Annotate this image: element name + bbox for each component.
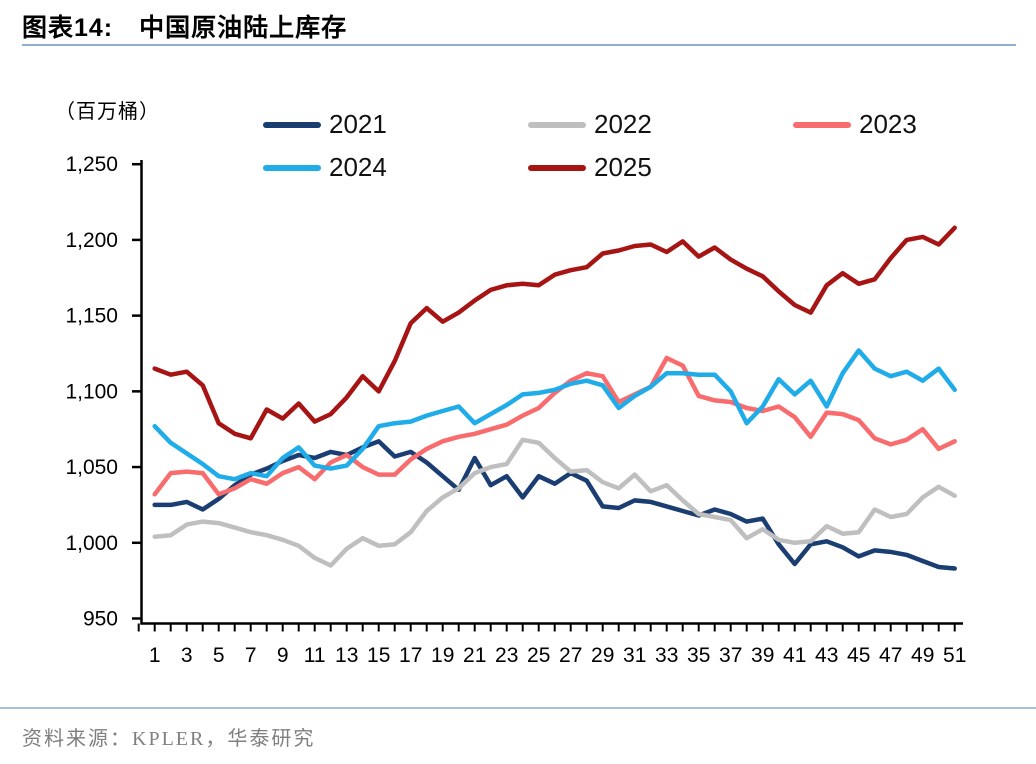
series-line-2024: [152, 348, 957, 482]
x-axis-tick-label: 3: [181, 644, 193, 667]
x-axis-tick-label: 15: [367, 644, 390, 667]
x-axis-tick-label: 25: [527, 644, 550, 667]
x-axis-tick-label: 33: [655, 644, 678, 667]
x-axis-tick-label: 43: [815, 644, 838, 667]
figure-title: 图表14: 中国原油陆上库存: [22, 8, 347, 44]
y-axis-tick-label: 1,000: [65, 532, 118, 555]
x-axis-tick-label: 27: [559, 644, 582, 667]
figure-title-text: 中国原油陆上库存: [139, 14, 348, 42]
x-axis-tick-label: 11: [304, 644, 326, 667]
legend-swatch-2024: [263, 164, 321, 171]
x-axis-tick-label: 51: [943, 644, 966, 667]
legend-item-2022: 2022: [528, 109, 793, 140]
legend-swatch-2021: [263, 121, 321, 128]
legend-item-2023: 2023: [793, 109, 1033, 140]
x-axis-tick-label: 35: [687, 644, 710, 667]
legend-item-2021: 2021: [263, 109, 528, 140]
x-axis-tick-label: 45: [847, 644, 870, 667]
x-axis-tick-label: 37: [719, 644, 742, 667]
legend-item-2025: 2025: [528, 152, 793, 183]
y-axis-tick-label: 950: [83, 608, 118, 631]
y-axis-tick-label: 1,150: [65, 305, 118, 328]
title-divider: [22, 44, 1016, 46]
x-axis-tick-label: 13: [335, 644, 358, 667]
legend-row: 2021 2022 2023: [263, 103, 1033, 146]
x-axis-tick-label: 47: [879, 644, 902, 667]
x-axis-tick-label: 41: [783, 644, 806, 667]
source-note: 资料来源：KPLER，华泰研究: [22, 728, 316, 750]
legend-swatch-2025: [528, 164, 586, 171]
series-line-2023: [152, 355, 957, 497]
series-line-2021: [152, 439, 957, 571]
legend-swatch-2022: [528, 121, 586, 128]
y-axis-tick-label: 1,100: [65, 380, 118, 403]
legend-label: 2023: [859, 109, 917, 139]
legend-label: 2021: [329, 109, 387, 139]
legend-item-2024: 2024: [263, 152, 528, 183]
figure-number: 图表14:: [22, 14, 114, 42]
y-axis-tick-label: 1,250: [65, 153, 118, 176]
x-axis-tick-label: 5: [213, 644, 225, 667]
y-axis-tick-label: 1,050: [65, 456, 118, 479]
x-axis-tick-label: 7: [245, 644, 257, 667]
legend-label: 2022: [594, 109, 652, 139]
footer-divider: [0, 707, 1036, 709]
legend-row: 2024 2025: [263, 146, 1033, 189]
series-line-2025: [152, 225, 957, 441]
y-axis-unit-label: （百万桶）: [55, 101, 160, 123]
y-axis-tick-label: 1,200: [65, 229, 118, 252]
x-axis-tick-label: 1: [149, 644, 161, 667]
legend-swatch-2023: [793, 121, 851, 128]
x-axis-tick-label: 31: [623, 644, 646, 667]
x-axis-tick-label: 49: [911, 644, 934, 667]
x-axis-tick-label: 39: [751, 644, 774, 667]
series-line-2022: [152, 437, 957, 568]
x-axis-tick-label: 19: [431, 644, 454, 667]
x-axis-tick-label: 21: [463, 644, 486, 667]
legend-label: 2024: [329, 152, 387, 182]
x-axis-tick-label: 9: [277, 644, 289, 667]
x-axis-tick-label: 29: [591, 644, 614, 667]
x-axis-tick-label: 23: [495, 644, 518, 667]
chart-legend: 2021 2022 2023 2024 2025: [263, 103, 1033, 189]
x-axis-tick-label: 17: [399, 644, 422, 667]
legend-label: 2025: [594, 152, 652, 182]
